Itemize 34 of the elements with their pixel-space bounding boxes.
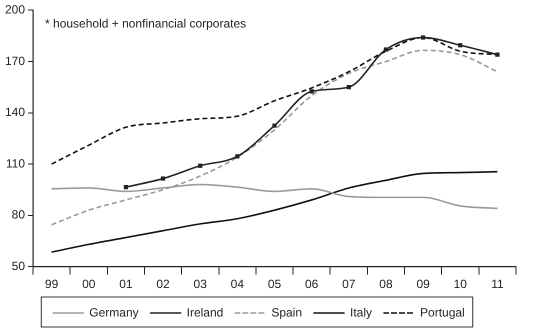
x-tick-label: 02	[156, 277, 170, 292]
y-tick-label: 110	[6, 156, 26, 170]
line-series	[50, 36, 498, 165]
x-tick-label: 07	[342, 277, 356, 292]
annotation: * household + nonfinancial corporates	[45, 16, 246, 31]
line-series	[50, 50, 498, 226]
x-tick-label: 05	[268, 277, 282, 292]
line-series	[50, 170, 498, 253]
legend-label: Spain	[271, 305, 302, 320]
x-tick-label: 03	[194, 277, 208, 292]
x-tick-label: 10	[454, 277, 468, 292]
y-tick-label: 170	[4, 54, 26, 68]
x-tick-label: 99	[44, 277, 59, 292]
legend-label: Portugal	[420, 305, 465, 320]
x-tick-label: 11	[491, 277, 504, 292]
point	[198, 164, 202, 168]
y-tick-label: 140	[4, 105, 26, 120]
legend-label: Italy	[350, 305, 372, 320]
x-tick-label: 01	[119, 277, 133, 292]
legend-label: Ireland	[186, 305, 224, 320]
y-tick-label: 50	[12, 258, 26, 273]
x-tick-label: 04	[230, 277, 244, 292]
legend-label: Germany	[89, 305, 139, 320]
x-tick-label: 06	[304, 277, 319, 292]
x-tick-label: 00	[82, 277, 96, 292]
y-tick-label: 80	[12, 208, 26, 222]
x-tick-label: 08	[379, 277, 393, 292]
point	[310, 89, 314, 94]
point	[495, 52, 500, 57]
point	[235, 154, 240, 158]
y-tick-label: 200	[4, 2, 26, 17]
x-tick-label: 09	[416, 277, 430, 292]
point	[458, 43, 462, 48]
point	[346, 85, 351, 90]
